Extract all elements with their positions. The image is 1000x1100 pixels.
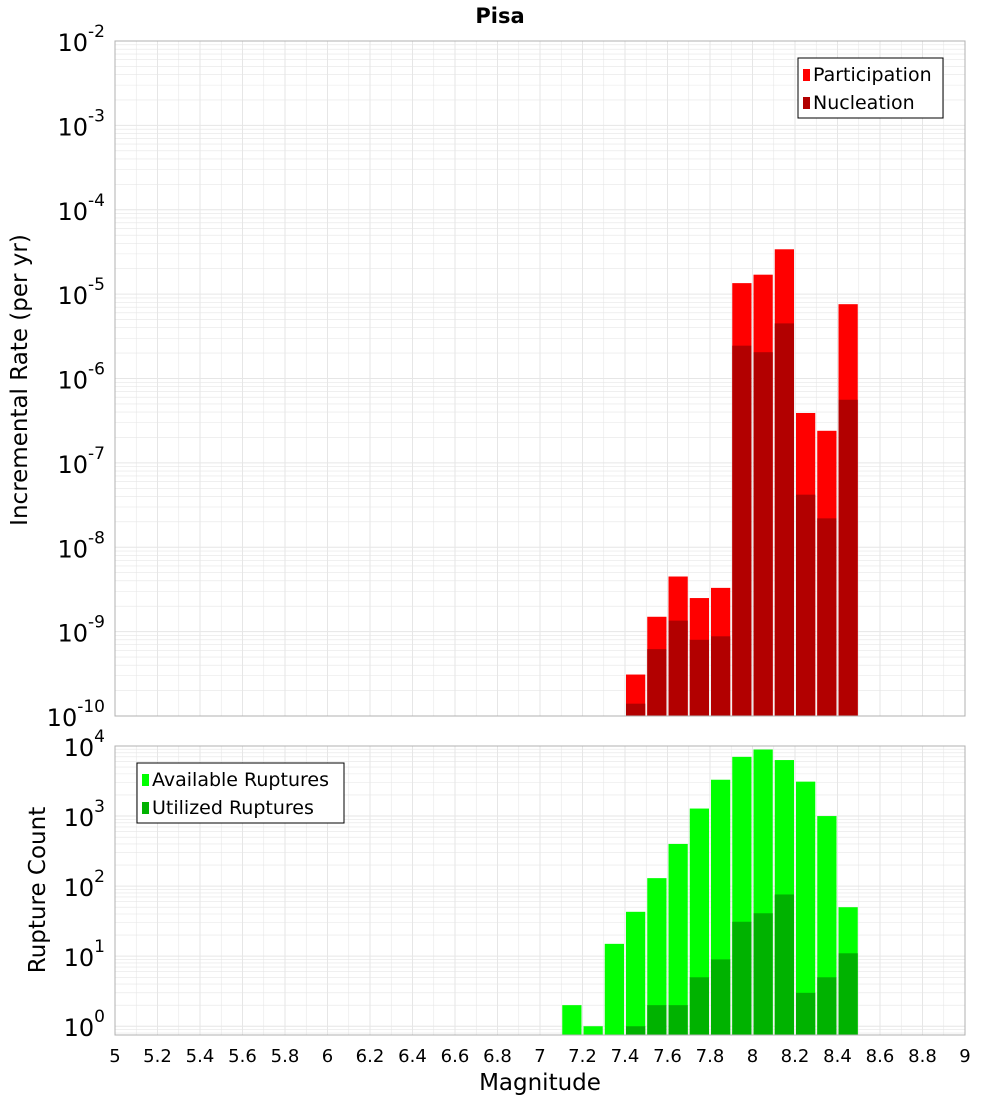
bottom-y-axis-label: Rupture Count: [25, 807, 51, 973]
x-tick-label: 5.6: [228, 1046, 257, 1067]
x-tick-label: 8.6: [866, 1046, 895, 1067]
x-tick-label: 7.8: [696, 1046, 725, 1067]
bar-nucleation: [838, 399, 858, 716]
top-y-tick-label: 10-7: [58, 444, 106, 479]
legend-label: Nucleation: [813, 92, 915, 114]
top-panel: 10-1010-910-810-710-610-510-410-310-2Par…: [47, 22, 966, 732]
bar-available-ruptures: [796, 781, 816, 1035]
legend-label: Utilized Ruptures: [152, 797, 314, 819]
bar-nucleation: [796, 494, 816, 716]
bar-utilized-ruptures: [817, 977, 837, 1035]
x-tick-label: 6: [322, 1046, 333, 1067]
top-y-tick-label: 10-6: [58, 360, 106, 395]
bar-nucleation: [689, 639, 709, 716]
x-tick-label: 6.6: [441, 1046, 470, 1067]
bar-utilized-ruptures: [774, 894, 794, 1035]
bottom-y-tick-label: 104: [64, 727, 105, 762]
bottom-plot-frame: [114, 745, 966, 1036]
bottom-legend: Available Ruptures Utilized Ruptures: [136, 762, 345, 824]
x-tick-label: 6.2: [356, 1046, 385, 1067]
x-tick-label: 8: [747, 1046, 758, 1067]
x-tick-label: 5.2: [143, 1046, 172, 1067]
legend-box: [797, 57, 944, 119]
bar-available-ruptures: [604, 943, 624, 1035]
bar-nucleation: [753, 352, 773, 716]
bottom-panel: 100 101 102 103 104 Available Ruptures Utilize…: [64, 727, 971, 1067]
top-y-tick-label: 10-3: [58, 106, 106, 141]
top-y-tick-label: 10-9: [58, 613, 106, 648]
bar-utilized-ruptures: [689, 977, 709, 1035]
x-tick-label: 8.2: [781, 1046, 810, 1067]
legend-swatch: [803, 97, 810, 109]
x-tick-label: 7.2: [568, 1046, 597, 1067]
bar-nucleation: [817, 518, 837, 716]
bar-nucleation: [732, 345, 752, 716]
x-axis-label: Magnitude: [479, 1070, 601, 1096]
bar-utilized-ruptures: [796, 992, 816, 1035]
bar-available-ruptures: [647, 878, 667, 1035]
x-tick-label: 5: [109, 1046, 120, 1067]
legend-swatch: [142, 774, 149, 786]
x-tick-label: 7: [534, 1046, 545, 1067]
bar-nucleation: [647, 649, 667, 716]
bar-utilized-ruptures: [668, 1005, 688, 1035]
legend-label: Available Ruptures: [152, 769, 329, 791]
chart-title: Pisa: [475, 4, 524, 28]
legend-swatch: [803, 69, 810, 81]
x-tick-label: 7.6: [653, 1046, 682, 1067]
legend-swatch: [142, 802, 149, 814]
top-plot-frame: [114, 40, 966, 717]
legend-box: [136, 762, 345, 824]
bar-utilized-ruptures: [647, 1005, 667, 1035]
bottom-y-tick-label: 102: [64, 867, 105, 902]
bottom-y-tick-label: 103: [64, 797, 105, 832]
bar-nucleation: [626, 703, 646, 716]
bar-available-ruptures: [626, 911, 646, 1035]
top-y-tick-label: 10-5: [58, 275, 106, 310]
bar-utilized-ruptures: [838, 953, 858, 1035]
bottom-y-tick-label: 101: [64, 937, 105, 972]
bar-available-ruptures: [668, 843, 688, 1035]
bar-available-ruptures: [583, 1026, 603, 1035]
bar-nucleation: [774, 323, 794, 716]
bottom-y-tick-label: 100: [64, 1007, 105, 1042]
top-legend: Participation Nucleation: [797, 57, 944, 119]
x-tick-label: 6.8: [483, 1046, 512, 1067]
bar-utilized-ruptures: [732, 921, 752, 1035]
x-tick-label: 6.4: [398, 1046, 427, 1067]
bar-nucleation: [668, 620, 688, 716]
x-tick-label: 8.8: [908, 1046, 937, 1067]
x-tick-label: 5.8: [271, 1046, 300, 1067]
x-tick-label: 9: [959, 1046, 970, 1067]
top-y-tick-label: 10-2: [58, 22, 106, 57]
bar-available-ruptures: [562, 1005, 582, 1035]
bar-utilized-ruptures: [753, 913, 773, 1035]
bar-nucleation: [711, 636, 731, 716]
bar-utilized-ruptures: [626, 1026, 646, 1035]
top-y-tick-label: 10-8: [58, 528, 106, 563]
top-y-tick-label: 10-4: [58, 191, 106, 226]
x-tick-label: 7.4: [611, 1046, 640, 1067]
bar-utilized-ruptures: [711, 959, 731, 1035]
x-tick-label: 8.4: [823, 1046, 852, 1067]
top-y-axis-label: Incremental Rate (per yr): [7, 234, 33, 526]
legend-label: Participation: [813, 64, 932, 86]
x-tick-label: 5.4: [186, 1046, 215, 1067]
